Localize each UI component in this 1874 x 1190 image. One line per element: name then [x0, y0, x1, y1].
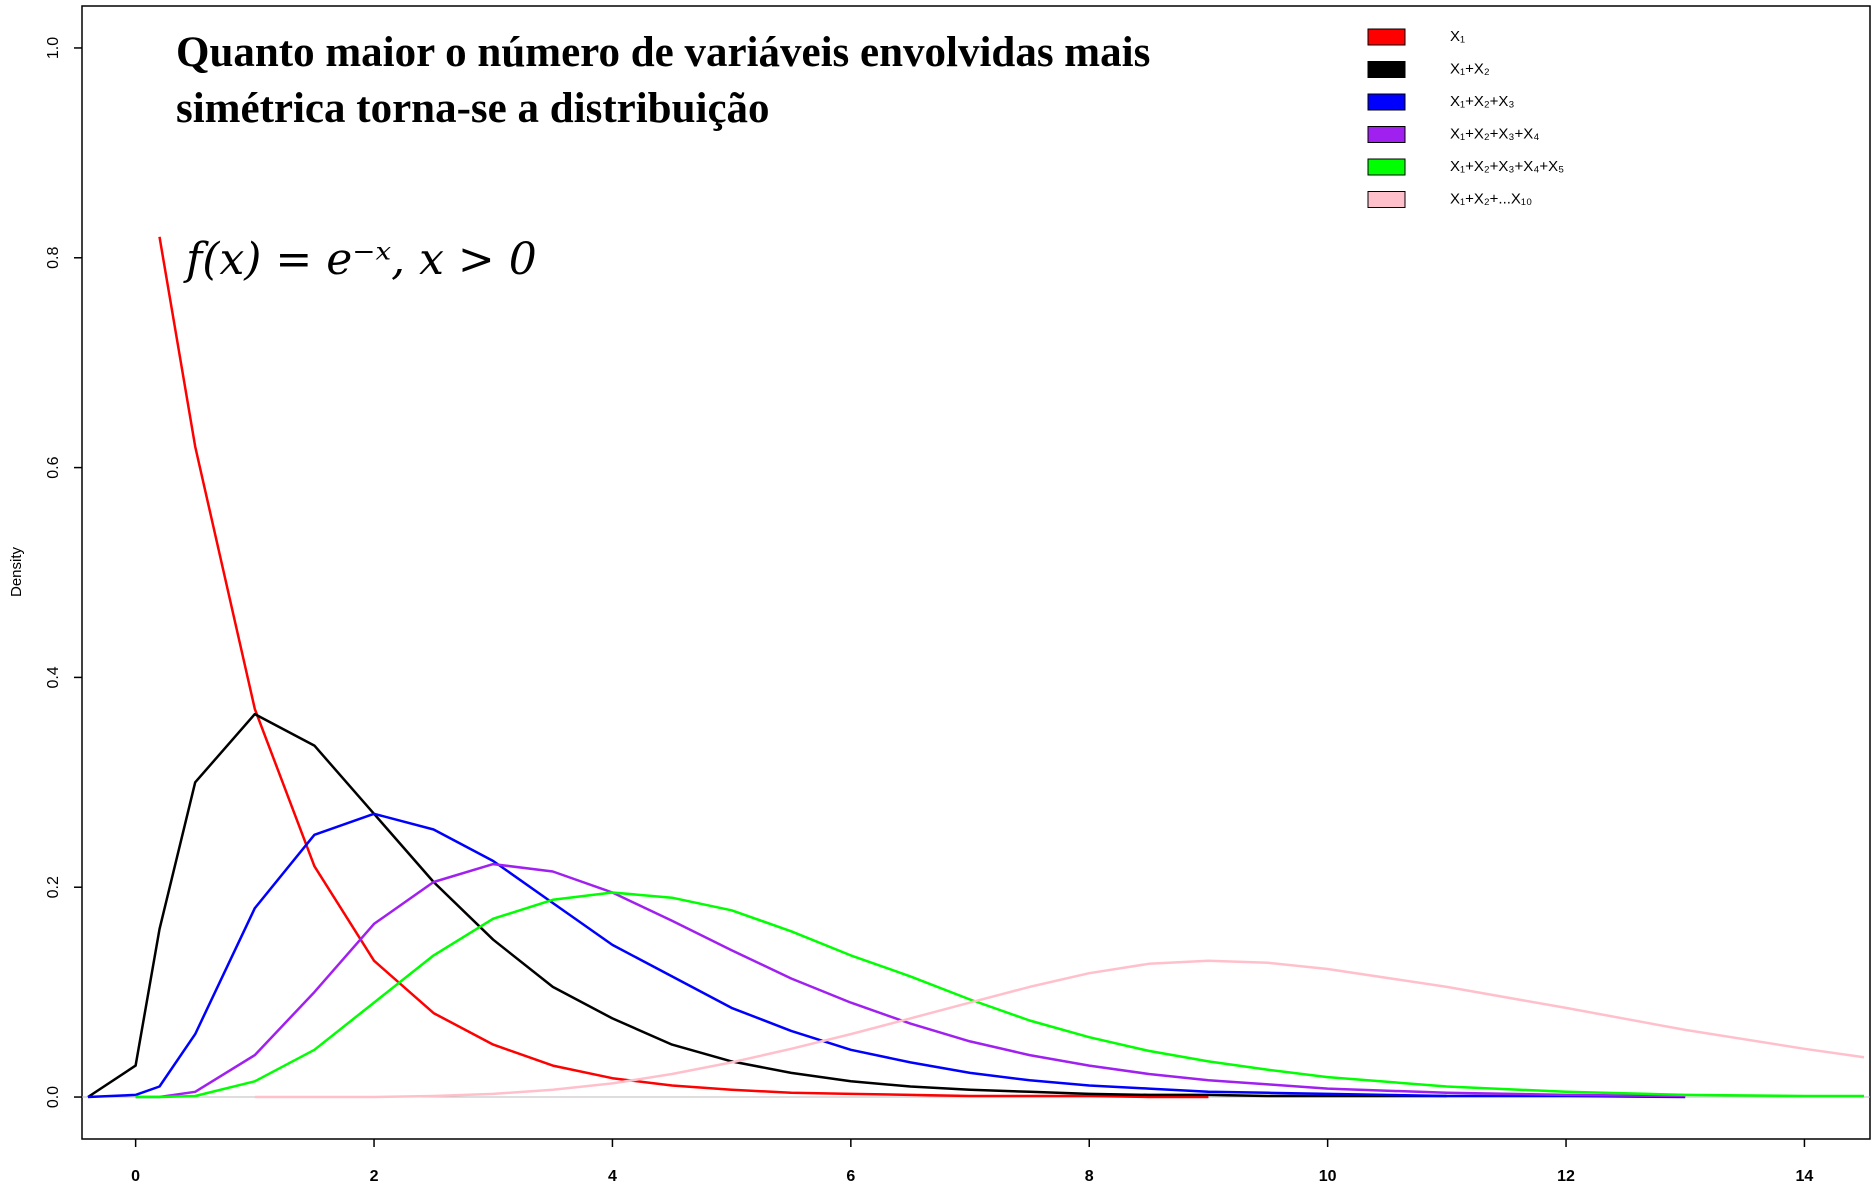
- y-tick-label: 0.4: [45, 666, 62, 688]
- x-tick-label: 8: [1085, 1168, 1094, 1185]
- series-line: [135, 862, 1686, 1099]
- y-tick-label: 0.6: [45, 456, 62, 478]
- series-line: [254, 959, 1865, 1099]
- annotation: f(x) = e⁻ˣ, x > 0: [183, 234, 537, 285]
- series-line: [87, 812, 1686, 1099]
- legend-label: X₁: [1450, 28, 1465, 45]
- legend-label: X₁+X₂+X₃+X₄+X₅: [1450, 158, 1564, 175]
- chart-title: Quanto maior o número de variáveis envol…: [176, 29, 1150, 76]
- x-tick-label: 2: [370, 1168, 379, 1185]
- x-tick-label: 12: [1557, 1168, 1575, 1185]
- series-line: [135, 891, 1864, 1099]
- legend-swatch: [1367, 61, 1406, 78]
- y-tick-label: 0.0: [45, 1086, 62, 1108]
- legend-label: X₁+X₂+...X₁₀: [1450, 190, 1532, 207]
- legend-label: X₁+X₂+X₃+X₄: [1450, 125, 1539, 142]
- x-tick-label: 0: [131, 1168, 140, 1185]
- series-line: [87, 712, 1447, 1099]
- legend-swatch: [1367, 93, 1406, 111]
- legend-swatch: [1367, 158, 1406, 176]
- series-line: [158, 236, 1209, 1099]
- x-tick-label: 10: [1319, 1168, 1337, 1185]
- legend-swatch: [1367, 126, 1406, 143]
- legend-swatch: [1367, 191, 1406, 208]
- y-tick-label: 0.8: [45, 247, 62, 269]
- chart-title: simétrica torna-se a distribuição: [176, 85, 770, 132]
- x-tick-label: 6: [846, 1168, 855, 1185]
- y-axis-label: Density: [8, 546, 25, 597]
- legend-label: X₁+X₂: [1450, 60, 1490, 77]
- legend-label: X₁+X₂+X₃: [1450, 93, 1515, 110]
- x-tick-label: 14: [1796, 1168, 1814, 1185]
- x-tick-label: 4: [608, 1168, 617, 1185]
- legend-swatch: [1367, 28, 1406, 46]
- y-tick-label: 0.2: [45, 876, 62, 898]
- y-tick-label: 1.0: [45, 37, 62, 59]
- plot-frame: [81, 5, 1871, 1140]
